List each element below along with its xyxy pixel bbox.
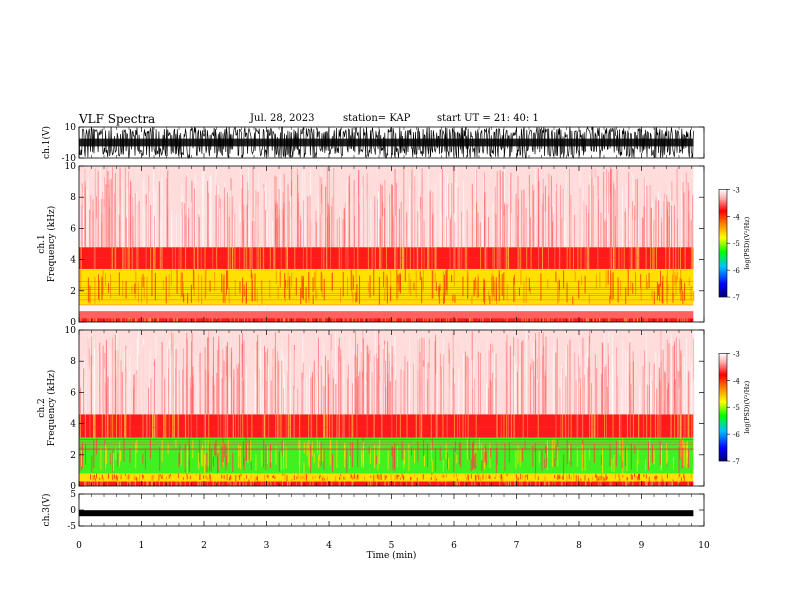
- ch2-spectrogram-ylabel: ch.2: [37, 398, 47, 417]
- ch1-spectrogram-yaxis: 0 2 4 6 8 10 ch.1 Frequency (kHz): [37, 162, 704, 328]
- colorbar-gradient: [718, 189, 728, 298]
- colorbar-gradient: [718, 353, 728, 462]
- ch1-waveform-panel: 10 -10 ch.1(V): [41, 123, 705, 164]
- x-tick-label: 5: [389, 541, 395, 551]
- ch1-spectrogram-panel: -3 -4 -5 -6 -7 log(PSD)(V²/Hz) 0 2 4 6 8 10 ch.1 Freq…: [37, 162, 751, 328]
- x-tick-label: 1: [139, 541, 145, 551]
- y-tick-label: 10: [65, 326, 77, 336]
- ch2-spectrogram-yaxis: 0 2 4 6 8 10 ch.2 Frequency (kHz): [37, 326, 704, 492]
- ch2-spectrogram-xticks: [78, 330, 705, 486]
- colorbar-tick-label: -3: [733, 186, 740, 194]
- ch1-spectrogram-ylabel: ch.1: [37, 234, 47, 253]
- ch2-spectrogram-panel: -3 -4 -5 -6 -7 log(PSD)(V²/Hz) 0 2 4 6 8 10 ch.2 Freq…: [37, 326, 751, 492]
- ch2-spectrogram-band-red: [79, 414, 694, 438]
- x-tick-label: 4: [326, 541, 332, 551]
- colorbar-tick-label: -5: [733, 240, 740, 248]
- ch2-spectrogram-colorbar: -3 -4 -5 -6 -7 log(PSD)(V²/Hz): [718, 350, 751, 466]
- colorbar-tick-label: -7: [733, 458, 740, 466]
- ch1-spectrogram-ylabel: Frequency (kHz): [46, 206, 57, 283]
- y-tick-label: -10: [62, 154, 77, 164]
- x-tick-label: 10: [698, 541, 710, 551]
- ch2-spectrogram-band-red: [79, 481, 694, 486]
- ch1-spectrogram-band-gap: [79, 304, 694, 312]
- colorbar-tick-label: -7: [733, 294, 740, 302]
- y-tick-label: 4: [70, 256, 76, 266]
- colorbar-tick-label: -4: [733, 213, 740, 221]
- y-tick-label: 8: [70, 193, 76, 203]
- colorbar-tick-label: -6: [733, 267, 740, 275]
- ch1-waveform-xticks: [78, 127, 705, 158]
- ch1-waveform-ylabel: ch.1(V): [41, 126, 52, 159]
- y-tick-label: 10: [65, 162, 77, 172]
- y-tick-label: 10: [65, 123, 77, 133]
- ch1-waveform-trace: [78, 126, 694, 159]
- ch2-spectrogram-streaks: [79, 330, 695, 451]
- x-tick-label: 8: [576, 541, 582, 551]
- y-tick-label: 5: [70, 490, 76, 500]
- x-tick-label: 9: [639, 541, 645, 551]
- colorbar-tick-label: -3: [733, 350, 740, 358]
- time-axis: 0 1 2 3 4 5 6 7 8 9 10 Time (min): [76, 541, 710, 561]
- ch3-trace-band: [79, 510, 694, 517]
- y-tick-label: 0: [70, 318, 76, 328]
- ch3-waveform-xticks: [78, 494, 705, 526]
- x-tick-label: 2: [201, 541, 207, 551]
- x-tick-label: 3: [264, 541, 270, 551]
- y-tick-label: 6: [70, 224, 76, 234]
- y-tick-label: 2: [70, 287, 76, 297]
- x-tick-label: 0: [76, 541, 82, 551]
- ch3-waveform-yaxis: 5 0 -5 ch.3(V): [41, 490, 704, 532]
- ch3-waveform-ylabel: ch.3(V): [41, 494, 52, 527]
- ch1-trace-core: [79, 138, 694, 147]
- ch1-spectrogram-streaks: [79, 166, 694, 306]
- ch2-spectrogram-ylabel: Frequency (kHz): [46, 370, 57, 447]
- ch3-waveform-panel: 5 0 -5 ch.3(V): [41, 490, 705, 532]
- ch1-waveform-yaxis: 10 -10 ch.1(V): [41, 123, 704, 164]
- x-tick-label: 6: [451, 541, 457, 551]
- ch1-spectrogram-band-red-lines: [79, 311, 694, 319]
- y-tick-label: 4: [70, 420, 76, 430]
- figure-title: VLF Spectra: [79, 112, 156, 126]
- station-label: station= KAP: [343, 113, 411, 124]
- ch1-spectrogram-xticks: [78, 166, 705, 322]
- colorbar-tick-label: -6: [733, 431, 740, 439]
- ch3-waveform-trace: [79, 510, 694, 517]
- colorbar-tick-label: -4: [733, 377, 740, 385]
- colorbar-label: log(PSD)(V²/Hz): [743, 380, 751, 433]
- colorbar-label: log(PSD)(V²/Hz): [743, 216, 751, 269]
- y-tick-label: -5: [67, 522, 76, 532]
- y-tick-label: 0: [70, 506, 76, 516]
- y-tick-label: 0: [70, 482, 76, 492]
- ch2-spectrogram-band-green: [79, 437, 694, 474]
- ch1-spectrogram-colorbar: -3 -4 -5 -6 -7 log(PSD)(V²/Hz): [718, 186, 751, 302]
- start-time-label: start UT = 21: 40: 1: [437, 113, 539, 124]
- date-label: Jul. 28, 2023: [250, 113, 315, 124]
- ch2-spectrogram-noise: [79, 330, 694, 415]
- ch1-spectrogram-noise: [79, 166, 694, 248]
- ch1-spectrogram-band-red: [79, 318, 694, 322]
- y-tick-label: 6: [70, 388, 76, 398]
- x-tick-label: 7: [514, 541, 520, 551]
- x-axis-title: Time (min): [367, 550, 417, 561]
- y-tick-label: 8: [70, 357, 76, 367]
- colorbar-tick-label: -5: [733, 404, 740, 412]
- y-tick-label: 2: [70, 451, 76, 461]
